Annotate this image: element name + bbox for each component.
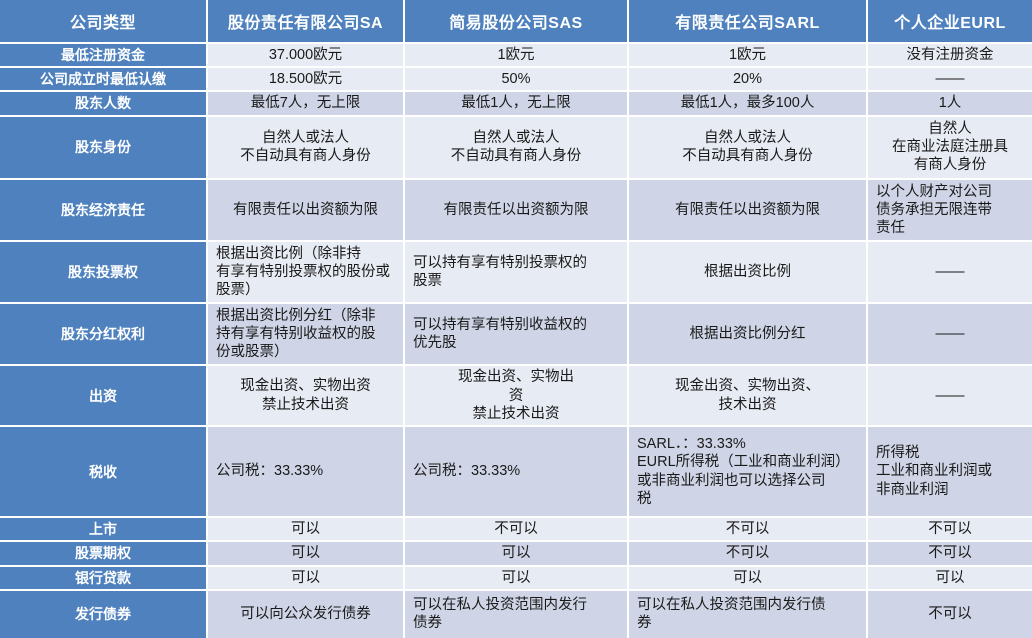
- cell-economic-liability-sa: 有限责任以出资额为限: [207, 178, 405, 242]
- cell-listing-sa: 可以: [207, 517, 405, 543]
- row-label-contribution: 出资: [0, 365, 208, 427]
- cell-voting-rights-sa: 根据出资比例（除非持 有享有特别投票权的股份或 股票）: [207, 240, 405, 305]
- cell-listing-eurl: 不可以: [867, 517, 1032, 543]
- cell-dividend-rights-sa: 根据出资比例分红（除非 持有享有特别收益权的股 份或股票）: [207, 303, 405, 367]
- cell-stock-options-eurl: 不可以: [867, 541, 1032, 567]
- cell-min-capital-eurl: 没有注册资金: [867, 43, 1032, 69]
- cell-taxation-sarl: SARL．：33.33% EURL所得税（工业和商业利润） 或非商业利润也可以选…: [628, 425, 868, 519]
- column-header-sarl: 有限责任公司SARL: [628, 0, 868, 44]
- cell-taxation-sas: 公司税：33.33%: [404, 425, 629, 519]
- cell-min-capital-sas: 1欧元: [404, 43, 629, 69]
- cell-shareholder-identity-sas: 自然人或法人 不自动具有商人身份: [404, 115, 629, 180]
- cell-shareholder-identity-sarl: 自然人或法人 不自动具有商人身份: [628, 115, 868, 180]
- cell-min-subscription-sas: 50%: [404, 67, 629, 93]
- table-row: 最低注册资金 37.000欧元 1欧元 1欧元 没有注册资金: [0, 43, 1032, 69]
- row-label-min-capital: 最低注册资金: [0, 43, 208, 69]
- column-header-eurl: 个人企业EURL: [867, 0, 1032, 44]
- cell-voting-rights-eurl: ——: [867, 240, 1032, 305]
- cell-dividend-rights-sas: 可以持有享有特别收益权的 优先股: [404, 303, 629, 367]
- cell-bond-issuance-sa: 可以向公众发行债券: [207, 589, 405, 638]
- row-label-voting-rights: 股东投票权: [0, 240, 208, 305]
- cell-bond-issuance-sarl: 可以在私人投资范围内发行债 券: [628, 589, 868, 638]
- table-row: 股东投票权 根据出资比例（除非持 有享有特别投票权的股份或 股票） 可以持有享有…: [0, 240, 1032, 305]
- table-row: 股东人数 最低7人，无上限 最低1人，无上限 最低1人，最多100人 1人: [0, 91, 1032, 117]
- cell-shareholder-identity-sa: 自然人或法人 不自动具有商人身份: [207, 115, 405, 180]
- row-label-taxation: 税收: [0, 425, 208, 519]
- row-label-bond-issuance: 发行债券: [0, 589, 208, 638]
- cell-contribution-sas: 现金出资、实物出 资 禁止技术出资: [404, 365, 629, 427]
- row-label-listing: 上市: [0, 517, 208, 543]
- cell-dividend-rights-eurl: ——: [867, 303, 1032, 367]
- cell-contribution-eurl: ——: [867, 365, 1032, 427]
- row-label-stock-options: 股票期权: [0, 541, 208, 567]
- cell-voting-rights-sarl: 根据出资比例: [628, 240, 868, 305]
- cell-bond-issuance-eurl: 不可以: [867, 589, 1032, 638]
- cell-bank-loan-sas: 可以: [404, 565, 629, 591]
- cell-taxation-sa: 公司税：33.33%: [207, 425, 405, 519]
- row-label-bank-loan: 银行贷款: [0, 565, 208, 591]
- table-row: 银行贷款 可以 可以 可以 可以: [0, 565, 1032, 591]
- cell-economic-liability-sas: 有限责任以出资额为限: [404, 178, 629, 242]
- cell-min-subscription-eurl: ——: [867, 67, 1032, 93]
- table-row: 股票期权 可以 可以 不可以 不可以: [0, 541, 1032, 567]
- row-label-shareholder-count: 股东人数: [0, 91, 208, 117]
- cell-shareholder-count-eurl: 1人: [867, 91, 1032, 117]
- cell-min-subscription-sa: 18.500欧元: [207, 67, 405, 93]
- cell-dividend-rights-sarl: 根据出资比例分红: [628, 303, 868, 367]
- cell-stock-options-sarl: 不可以: [628, 541, 868, 567]
- cell-listing-sarl: 不可以: [628, 517, 868, 543]
- cell-bank-loan-sarl: 可以: [628, 565, 868, 591]
- table-row: 税收 公司税：33.33% 公司税：33.33% SARL．：33.33% EU…: [0, 425, 1032, 519]
- table-body: 最低注册资金 37.000欧元 1欧元 1欧元 没有注册资金 公司成立时最低认缴…: [0, 43, 1032, 638]
- cell-bank-loan-eurl: 可以: [867, 565, 1032, 591]
- table-row: 股东身份 自然人或法人 不自动具有商人身份 自然人或法人 不自动具有商人身份 自…: [0, 115, 1032, 180]
- row-label-economic-liability: 股东经济责任: [0, 178, 208, 242]
- table-row: 发行债券 可以向公众发行债券 可以在私人投资范围内发行 债券 可以在私人投资范围…: [0, 589, 1032, 638]
- column-header-company-type: 公司类型: [0, 0, 208, 44]
- cell-taxation-eurl: 所得税 工业和商业利润或 非商业利润: [867, 425, 1032, 519]
- header-row: 公司类型 股份责任有限公司SA 简易股份公司SAS 有限责任公司SARL 个人企…: [0, 0, 1032, 44]
- cell-economic-liability-sarl: 有限责任以出资额为限: [628, 178, 868, 242]
- cell-shareholder-count-sa: 最低7人，无上限: [207, 91, 405, 117]
- cell-shareholder-count-sas: 最低1人，无上限: [404, 91, 629, 117]
- cell-min-capital-sa: 37.000欧元: [207, 43, 405, 69]
- column-header-sa: 股份责任有限公司SA: [207, 0, 405, 44]
- row-label-min-subscription: 公司成立时最低认缴: [0, 67, 208, 93]
- cell-shareholder-identity-eurl: 自然人 在商业法庭注册具 有商人身份: [867, 115, 1032, 180]
- cell-contribution-sa: 现金出资、实物出资 禁止技术出资: [207, 365, 405, 427]
- cell-bond-issuance-sas: 可以在私人投资范围内发行 债券: [404, 589, 629, 638]
- table-row: 股东分红权利 根据出资比例分红（除非 持有享有特别收益权的股 份或股票） 可以持…: [0, 303, 1032, 367]
- cell-voting-rights-sas: 可以持有享有特别投票权的 股票: [404, 240, 629, 305]
- cell-listing-sas: 不可以: [404, 517, 629, 543]
- table-row: 公司成立时最低认缴 18.500欧元 50% 20% ——: [0, 67, 1032, 93]
- cell-bank-loan-sa: 可以: [207, 565, 405, 591]
- table-row: 出资 现金出资、实物出资 禁止技术出资 现金出资、实物出 资 禁止技术出资 现金…: [0, 365, 1032, 427]
- cell-economic-liability-eurl: 以个人财产对公司 债务承担无限连带 责任: [867, 178, 1032, 242]
- cell-stock-options-sa: 可以: [207, 541, 405, 567]
- table-row: 股东经济责任 有限责任以出资额为限 有限责任以出资额为限 有限责任以出资额为限 …: [0, 178, 1032, 242]
- cell-min-capital-sarl: 1欧元: [628, 43, 868, 69]
- cell-min-subscription-sarl: 20%: [628, 67, 868, 93]
- cell-stock-options-sas: 可以: [404, 541, 629, 567]
- cell-shareholder-count-sarl: 最低1人，最多100人: [628, 91, 868, 117]
- table-header: 公司类型 股份责任有限公司SA 简易股份公司SAS 有限责任公司SARL 个人企…: [0, 0, 1032, 44]
- row-label-dividend-rights: 股东分红权利: [0, 303, 208, 367]
- column-header-sas: 简易股份公司SAS: [404, 0, 629, 44]
- row-label-shareholder-identity: 股东身份: [0, 115, 208, 180]
- table-row: 上市 可以 不可以 不可以 不可以: [0, 517, 1032, 543]
- cell-contribution-sarl: 现金出资、实物出资、 技术出资: [628, 365, 868, 427]
